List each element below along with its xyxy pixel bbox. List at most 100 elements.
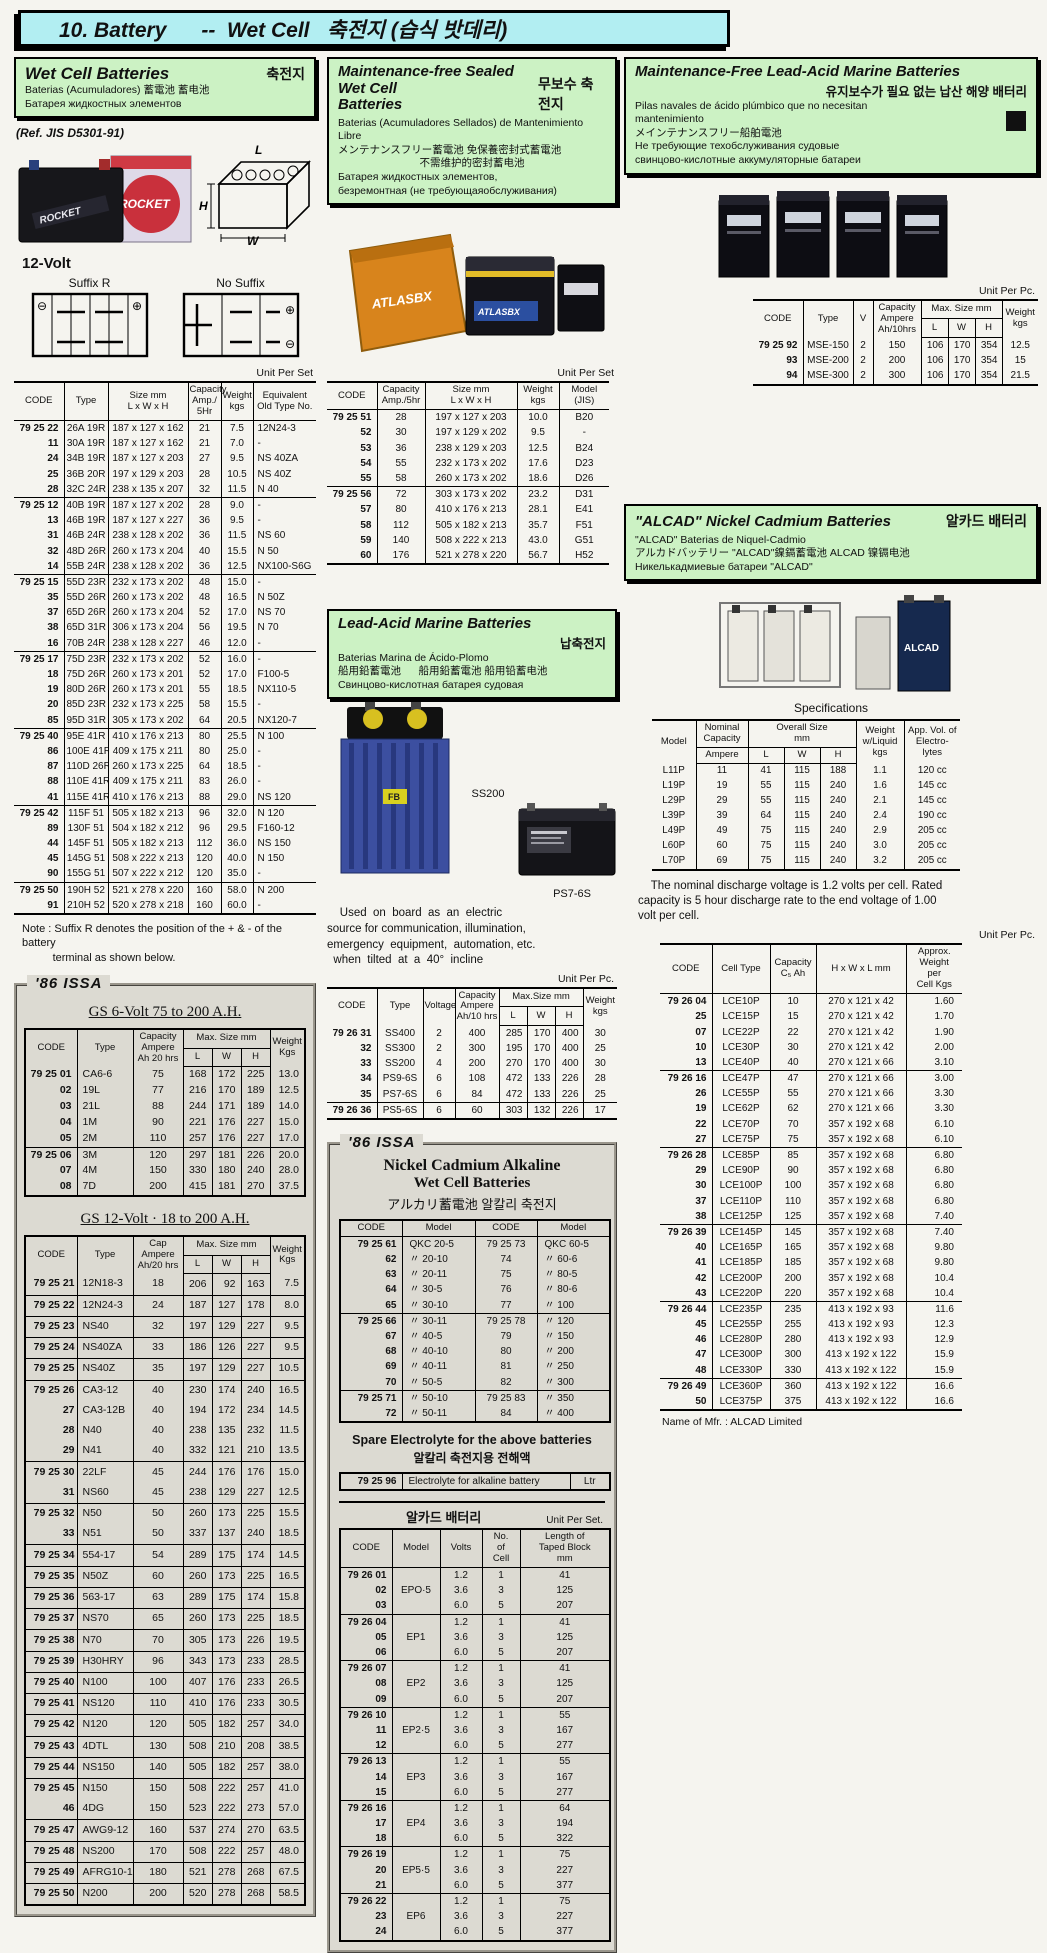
cell: 1.2 xyxy=(439,1613,482,1630)
cell: 6 xyxy=(422,1101,455,1119)
cell: LCE125P xyxy=(711,1208,770,1225)
cell: 79 25 26 xyxy=(25,1379,77,1401)
cell: 52 xyxy=(187,605,221,621)
table-row: 79 25 66 〃 30-11 79 25 78 〃 120 xyxy=(340,1312,610,1329)
cell: N200 xyxy=(76,1883,133,1906)
cell: 15 xyxy=(1001,353,1038,369)
cell: 32.0 xyxy=(220,804,253,821)
cell: 41 xyxy=(747,763,784,780)
cell: 25.5 xyxy=(220,727,253,744)
cell: 80 xyxy=(376,502,425,518)
cell: 235 xyxy=(769,1300,816,1318)
cell: 68 xyxy=(385,1346,397,1358)
cell: - xyxy=(252,743,316,760)
plus-terminal: ⊕ xyxy=(285,303,295,317)
cell: 120 xyxy=(132,1146,183,1164)
middle-column: Maintenance-free Sealed Wet Cell Batteri… xyxy=(327,57,618,1953)
cell: 79 25 92 xyxy=(758,339,798,351)
cell: 174 xyxy=(211,1379,241,1401)
cell: 1.2 xyxy=(439,1660,482,1677)
cell: 407 xyxy=(182,1671,212,1694)
cell: NX110-5 xyxy=(252,682,316,698)
cell: 〃 80-6 xyxy=(536,1282,610,1298)
table-row: 93 MSE-200 2 200 106 170 354 15 xyxy=(753,353,1038,369)
cell: 270 xyxy=(240,1179,270,1197)
cell: 305 x 173 x 202 xyxy=(107,712,188,729)
cell: 55 xyxy=(769,1086,816,1102)
table-row: 79 25 92 MSE-150 2 150 106 170 354 12.5 xyxy=(753,337,1038,354)
issa-box-gs: '86 ISSA GS 6-Volt 75 to 200 A.H. CODE T… xyxy=(14,974,316,1918)
cell: 233 xyxy=(240,1671,270,1694)
cell: 110 xyxy=(769,1193,816,1209)
cell: 170 xyxy=(526,1041,555,1057)
cell: 16.6 xyxy=(905,1377,962,1395)
gs6-table: CODE Type Capacity Ampere Ah 20 hrs Max.… xyxy=(24,1027,306,1198)
cell: 79 25 42 xyxy=(25,1714,77,1736)
table-row: 79 25 50 190H 52 521 x 278 x 220 160 58.0 N 2… xyxy=(14,881,316,898)
cell: 240 xyxy=(819,779,857,795)
table-row: 79 26 19 1.2 1 75 xyxy=(340,1846,610,1863)
cell: 69 xyxy=(385,1361,397,1373)
cell: MSE-300 xyxy=(802,368,853,385)
cell: 84 xyxy=(474,1405,537,1423)
cell: 12.5 xyxy=(269,1482,305,1504)
cell: 1.2 xyxy=(439,1706,482,1723)
table-row: 04 1M 90 221 176 227 15.0 xyxy=(25,1114,305,1131)
cell: 79 25 25 xyxy=(25,1358,77,1381)
cell: 354 xyxy=(974,337,1002,354)
cell: 〃 40-10 xyxy=(401,1344,475,1360)
cell: 176 xyxy=(211,1693,241,1715)
col-header-weight: Weight kgs xyxy=(220,382,253,422)
cell: LCE55P xyxy=(711,1086,770,1102)
cell: 28.0 xyxy=(269,1163,305,1180)
cell xyxy=(391,1691,440,1708)
table-row: 02 19L 77 216 170 189 12.5 xyxy=(25,1083,305,1099)
cell: 174 xyxy=(240,1586,270,1609)
table-row: 79 25 32 N50 50 260 173 225 15.5 xyxy=(25,1502,305,1525)
cell: NS40ZA xyxy=(76,1337,133,1359)
cell: 48 xyxy=(695,1364,707,1376)
cell: 18.6 xyxy=(516,470,559,487)
cell: EP6 xyxy=(391,1909,440,1925)
cell: 3.6 xyxy=(439,1769,482,1785)
cell: 11.5 xyxy=(269,1420,305,1442)
dimension-diagram: H L W xyxy=(197,142,315,251)
cell: 56.7 xyxy=(516,547,559,565)
table-row: 35 PS7-6S 6 84 472 133 226 25 xyxy=(327,1086,618,1103)
col-header-h: H xyxy=(240,1254,270,1275)
fb-label: FB xyxy=(388,792,400,802)
cell: 3.30 xyxy=(905,1086,962,1102)
cell: 3.6 xyxy=(439,1676,482,1692)
cell: 400 xyxy=(454,1025,499,1041)
cell: 120 xyxy=(187,866,221,883)
cell: 472 xyxy=(498,1086,527,1103)
table-row: 37 65D 26R 260 x 173 x 204 52 17.0 NS 70 xyxy=(14,605,316,621)
table-row: 79 25 39 H30HRY 96 343 173 233 28.5 xyxy=(25,1650,305,1673)
cell: 79 25 45 xyxy=(25,1777,77,1800)
cell: 232 x 173 x 202 xyxy=(107,650,188,668)
table-row: 85 95D 31R 305 x 173 x 202 64 20.5 NX120-7 xyxy=(14,712,316,729)
cell: 508 x 222 x 213 xyxy=(424,532,517,548)
cell: 409 x 175 x 211 xyxy=(107,743,188,760)
cell: 278 xyxy=(211,1861,241,1884)
cell: 410 xyxy=(182,1693,212,1715)
col-header-max-size: Max. Size mm xyxy=(182,1236,270,1256)
cell: 28 xyxy=(376,409,425,426)
cell: 40 xyxy=(187,543,221,559)
cell: 12N24-3 xyxy=(76,1294,133,1317)
cell: 554-17 xyxy=(76,1544,133,1567)
cell: 5 xyxy=(481,1598,520,1615)
cell: 06 xyxy=(375,1647,387,1658)
cell: 88 xyxy=(187,789,221,806)
cell: 133 xyxy=(526,1071,555,1087)
table-row: 79 26 07 1.2 1 41 xyxy=(340,1660,610,1677)
col-header-code: CODE xyxy=(37,1249,65,1260)
table-row: 79 25 35 N50Z 60 260 173 225 16.5 xyxy=(25,1565,305,1588)
cell: 3.6 xyxy=(439,1862,482,1878)
cell: 357 x 192 x 68 xyxy=(815,1147,906,1164)
cell: 225 xyxy=(240,1565,270,1588)
cell: 8.0 xyxy=(269,1294,305,1317)
cell: 55 xyxy=(360,472,372,484)
cell: 3.6 xyxy=(439,1722,482,1739)
cell xyxy=(391,1567,440,1584)
